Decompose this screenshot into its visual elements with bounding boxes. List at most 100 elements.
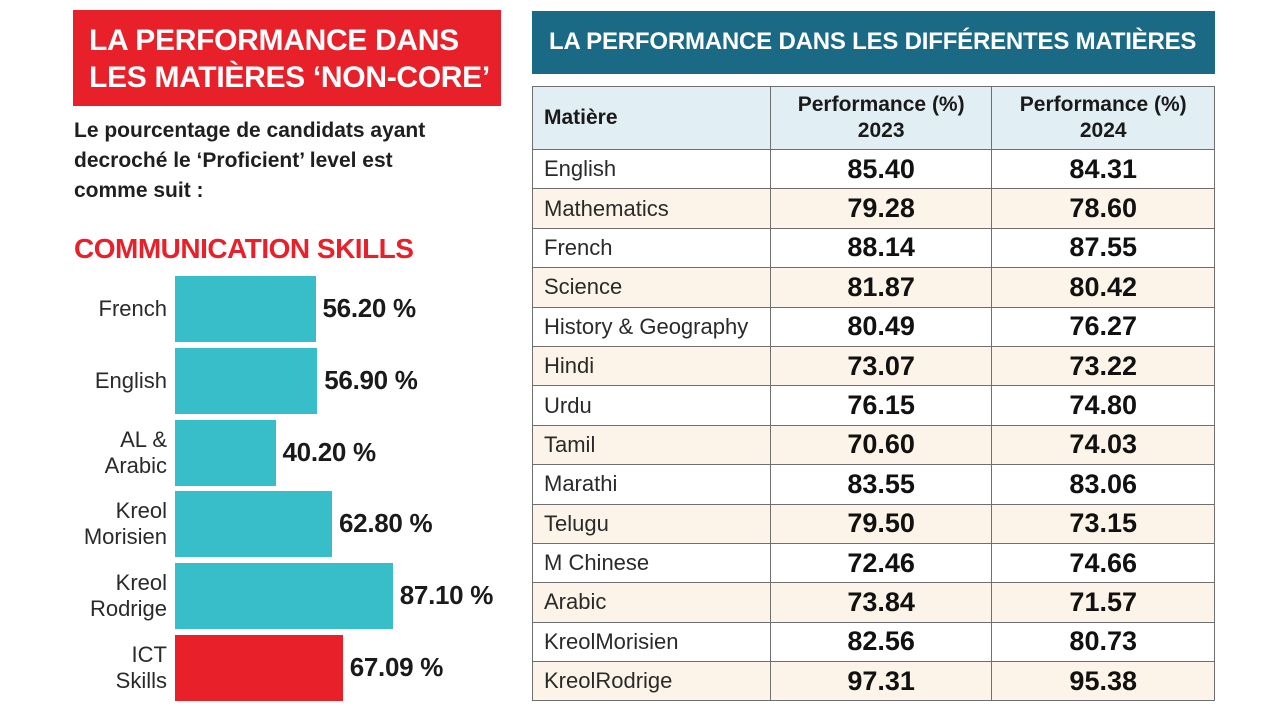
bar-english [175,347,318,414]
header-2023-line-1: Performance (%) [797,93,965,116]
value-2024-cell: 76.27 [991,306,1215,347]
bar-french [175,276,316,342]
value-2024-cell: 80.42 [991,267,1215,308]
value-2023-cell: 85.40 [769,148,993,190]
value-2024-cell: 84.31 [991,148,1215,190]
bar-value-label: 56.90 % [324,364,418,395]
value-2024-cell: 78.60 [991,188,1215,229]
value-2023-cell: 79.50 [769,503,993,544]
bar-category-label: French [75,296,167,322]
table-header-row: Matière Performance (%) 2023 Performance… [532,86,1215,150]
table-row: Urdu 76.15 74.80 [532,385,1215,426]
table-row: English 85.40 84.31 [532,148,1215,190]
left-title-line-1: LA PERFORMANCE DANS [89,24,459,57]
table-row: Arabic 73.84 71.57 [532,582,1215,623]
communication-skills-title: COMMUNICATION SKILLS [74,233,414,264]
subject-cell: Telugu [532,503,771,544]
table-row: History & Geography 80.49 76.27 [532,306,1215,347]
bar-ict-skills [175,635,343,701]
value-2024-cell: 87.55 [991,227,1215,269]
subject-cell: M Chinese [532,542,771,584]
table-row: M Chinese 72.46 74.66 [532,542,1215,584]
table-body: English 85.40 84.31 Mathematics 79.28 78.60 Fr… [532,148,1215,702]
bar-value-label: 56.20 % [322,293,417,323]
bar-category-label-line: Kreol [115,570,167,596]
subject-cell: Marathi [532,464,771,505]
bar-category-label-line: AL & [120,426,167,452]
value-2023-cell: 80.49 [769,306,993,347]
performance-table: Matière Performance (%) 2023 Performance… [532,86,1215,702]
bar-kreol-morisien [175,491,332,558]
value-2023-cell: 76.15 [769,385,993,426]
bar-value-label: 62.80 % [339,508,433,539]
bar-al-arabic [175,419,276,486]
bar-category-label: AL & Arabic [75,427,167,479]
value-2023-cell: 82.56 [769,621,993,663]
table-row: Science 81.87 80.42 [532,267,1215,308]
bar-category-label-line: English [94,367,167,393]
bar-value-label: 67.09 % [349,652,444,682]
header-2023: Performance (%) 2023 [769,86,993,150]
bar-category-label-line: ICT [131,642,167,667]
bar-category-label-line: Kreol [115,498,167,524]
left-title-banner: LA PERFORMANCE DANS LES MATIÈRES ‘NON-CO… [73,10,501,106]
bar-category-label: Kreol Morisien [75,498,167,550]
value-2023-cell: 81.87 [769,267,993,308]
subject-cell: English [532,148,771,190]
bar-value-label: 87.10 % [399,580,494,611]
table-row: KreolRodrige 97.31 95.38 [532,661,1215,702]
left-title-line-2: LES MATIÈRES ‘NON-CORE’ [89,61,490,94]
bar-category-label-line: Skills [115,668,167,693]
table-row: Tamil 70.60 74.03 [532,424,1215,466]
header-2024-line-1: Performance (%) [1019,93,1187,116]
value-2023-cell: 73.07 [769,345,993,387]
bar-value-label: 40.20 % [282,436,377,467]
bar-category-label: English [75,368,167,394]
intro-line-1: Le pourcentage de candidats ayant [74,119,426,142]
value-2023-cell: 79.28 [769,188,993,229]
value-2024-cell: 73.15 [991,503,1215,544]
value-2024-cell: 74.66 [991,542,1215,584]
subject-cell: Tamil [532,424,771,466]
value-2023-cell: 88.14 [769,227,993,269]
subject-cell: Arabic [532,582,771,623]
bar-category-label-line: Arabic [104,452,167,478]
intro-line-3: comme suit : [74,179,204,202]
bar-category-label-line: Morisien [83,524,167,550]
right-title-banner: LA PERFORMANCE DANS LES DIFFÉRENTES MATI… [532,11,1215,74]
communication-skills-bar-chart: French 56.20 % English 56.90 % AL & Arabic 40.… [0,0,493,701]
value-2024-cell: 74.03 [991,424,1215,466]
table-row: Hindi 73.07 73.22 [532,345,1215,387]
value-2024-cell: 73.22 [991,345,1215,387]
value-2023-cell: 70.60 [769,424,993,466]
subject-cell: Urdu [532,385,771,426]
subject-cell: French [532,227,771,269]
bar-kreol-rodrige [175,563,393,630]
header-2024-line-2: 2024 [1079,119,1127,142]
subject-cell: KreolMorisien [532,621,771,663]
value-2023-cell: 72.46 [769,542,993,584]
value-2024-cell: 74.80 [991,385,1215,426]
subject-cell: Science [532,267,771,308]
intro-line-2: decroché le ‘Proficient’ level est [74,149,393,172]
table-row: French 88.14 87.55 [532,227,1215,269]
table-row: Marathi 83.55 83.06 [532,464,1215,505]
header-2024: Performance (%) 2024 [991,86,1215,150]
subject-cell: Mathematics [532,188,771,229]
header-2023-line-2: 2023 [857,119,905,142]
value-2023-cell: 83.55 [769,464,993,505]
bar-category-label: ICT Skills [75,642,167,694]
subject-cell: KreolRodrige [532,661,771,702]
table-row: Telugu 79.50 73.15 [532,503,1215,544]
header-subject: Matière [532,86,771,150]
subject-cell: Hindi [532,345,771,387]
value-2024-cell: 71.57 [991,582,1215,623]
bar-category-label-line: French [98,296,167,321]
subject-cell: History & Geography [532,306,771,347]
bar-category-label: Kreol Rodrige [75,570,167,622]
table-row: Mathematics 79.28 78.60 [532,188,1215,229]
intro-text: Le pourcentage de candidats ayant decroc… [74,116,504,206]
bar-category-label-line: Rodrige [89,596,167,622]
value-2024-cell: 83.06 [991,464,1215,505]
value-2023-cell: 73.84 [769,582,993,623]
